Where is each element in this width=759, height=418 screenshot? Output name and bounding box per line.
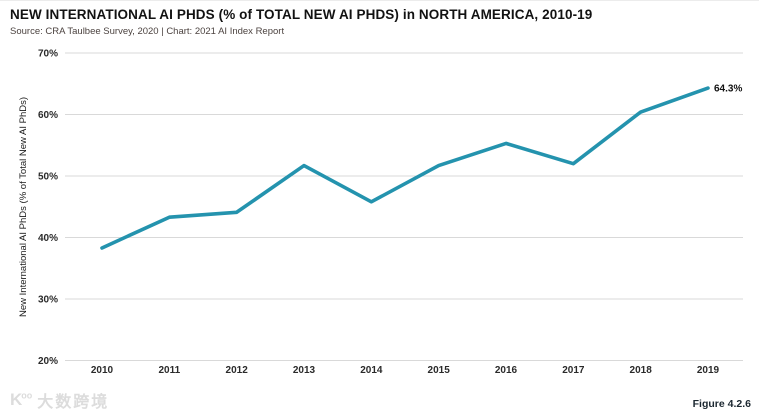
y-axis-tick-label: 20% bbox=[38, 356, 58, 367]
x-axis-tick-label: 2012 bbox=[226, 365, 249, 376]
x-axis-tick-label: 2018 bbox=[630, 365, 653, 376]
figure-number-label: Figure 4.2.6 bbox=[692, 398, 751, 410]
x-axis-tick-label: 2015 bbox=[428, 365, 451, 376]
watermark-logo-icon: Koo bbox=[10, 390, 33, 409]
end-point-value-label: 64.3% bbox=[714, 84, 742, 95]
y-axis-tick-label: 60% bbox=[38, 110, 58, 121]
y-axis-tick-label: 40% bbox=[38, 233, 58, 244]
chart-source-line: Source: CRA Taulbee Survey, 2020 | Chart… bbox=[10, 26, 285, 37]
data-series-line bbox=[100, 86, 710, 250]
y-axis-tick-label: 30% bbox=[38, 295, 58, 306]
y-axis-title: New International AI PhDs (% of Total Ne… bbox=[18, 97, 29, 317]
y-axis-tick-label: 50% bbox=[38, 172, 58, 183]
x-axis-tick-label: 2011 bbox=[158, 365, 180, 376]
x-axis-tick-label: 2010 bbox=[91, 365, 114, 376]
x-axis-tick-label: 2014 bbox=[360, 365, 383, 376]
watermark-text: 大数跨境 bbox=[37, 394, 110, 411]
watermark: Koo 大数跨境 bbox=[10, 388, 109, 412]
chart-title: NEW INTERNATIONAL AI PHDS (% of TOTAL NE… bbox=[10, 7, 593, 22]
y-axis-tick-label: 70% bbox=[38, 49, 58, 60]
x-axis-tick-label: 2019 bbox=[697, 365, 720, 376]
x-axis-tick-label: 2016 bbox=[495, 365, 518, 376]
x-axis-tick-label: 2013 bbox=[293, 365, 316, 376]
x-axis-tick-label: 2017 bbox=[562, 365, 585, 376]
